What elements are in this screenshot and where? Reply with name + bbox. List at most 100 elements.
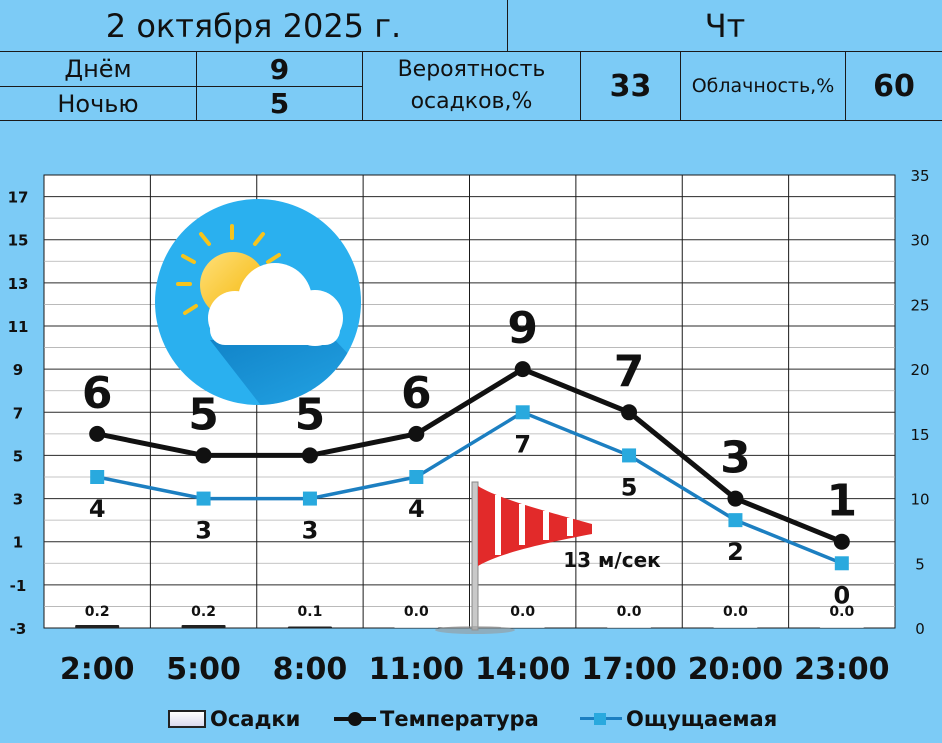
- y-left-tick-label: -1: [10, 577, 27, 595]
- y-left-tick-label: 17: [8, 189, 29, 207]
- precip-value-label: 0.0: [510, 604, 535, 620]
- precip-value-cell: 33: [580, 51, 681, 121]
- feels-like-value-label: 3: [195, 517, 212, 545]
- precip-value-label: 0.0: [404, 604, 429, 620]
- y-left-tick-label: 13: [8, 275, 29, 293]
- weather-chart: 17 15 13 11 9 7 5 3 1 -1 -3 35 30 25 20 15 10 5 0: [8, 167, 930, 687]
- precip-bar: [287, 626, 332, 628]
- date-text: 2 октября 2025 г.: [105, 6, 402, 45]
- cloud-value-cell: 60: [845, 51, 942, 121]
- feels-like-marker: [302, 491, 317, 506]
- windsock-icon: [435, 481, 592, 634]
- temperature-markers: [89, 361, 850, 550]
- y-left-tick-label: 1: [13, 534, 23, 552]
- feels-like-line: [96, 410, 843, 565]
- precip-label-line2: осадков,%: [410, 89, 533, 114]
- feels-like-marker: [622, 448, 637, 463]
- temperature-value-label: 6: [401, 368, 432, 419]
- legend-precip: Осадки: [168, 703, 300, 735]
- y-right-tick-label: 10: [910, 491, 929, 509]
- legend-feels-like-label: Ощущаемая: [626, 707, 778, 731]
- y-right-tick-label: 20: [910, 361, 929, 379]
- y-right-tick-label: 30: [910, 232, 929, 250]
- day-value: 9: [269, 52, 290, 86]
- feels-like-value-label: 7: [514, 430, 531, 458]
- x-axis-label: 20:00: [688, 652, 784, 687]
- y-left-tick-label: -3: [10, 620, 27, 638]
- temperature-value-label: 7: [614, 346, 645, 397]
- precip-bar: [819, 627, 864, 628]
- temperature-legend-icon: [334, 712, 376, 726]
- day-label-cell: Днём: [0, 51, 197, 87]
- y-right-tick-label: 35: [910, 167, 929, 185]
- precip-value-label: 0.2: [85, 604, 110, 620]
- feels-like-value-label: 4: [408, 495, 425, 523]
- temperature-marker: [514, 361, 531, 378]
- partly-cloudy-icon: [155, 199, 361, 405]
- precip-bar: [500, 627, 545, 628]
- x-axis-label: 11:00: [369, 652, 465, 687]
- temperature-labels: 6 5 5 6 9 7 3 1: [82, 303, 857, 527]
- legend-feels-like: Ощущаемая: [580, 703, 777, 735]
- precipitation-labels: 0.2 0.2 0.1 0.0 0.0 0.0 0.0 0.0: [85, 604, 855, 620]
- temperature-value-label: 6: [82, 368, 113, 419]
- night-label: Ночью: [57, 89, 139, 118]
- precipitation-bars: [75, 625, 864, 628]
- cloud-label: Облачность,%: [691, 75, 835, 97]
- night-label-cell: Ночью: [0, 86, 197, 121]
- temperature-value-label: 9: [507, 303, 538, 354]
- x-axis-label: 8:00: [273, 652, 348, 687]
- x-axis-label: 17:00: [581, 652, 677, 687]
- precip-bar: [181, 625, 226, 628]
- legend-precip-label: Осадки: [210, 707, 301, 731]
- feels-like-marker: [834, 556, 849, 571]
- right-axis-ticks: 35 30 25 20 15 10 5 0: [910, 167, 929, 638]
- precip-value-label: 0.0: [617, 604, 642, 620]
- y-left-tick-label: 7: [13, 404, 23, 422]
- temperature-marker: [727, 490, 744, 507]
- y-right-tick-label: 15: [910, 426, 929, 444]
- y-left-tick-label: 11: [8, 318, 29, 336]
- y-right-tick-label: 0: [915, 620, 925, 638]
- x-axis-label: 23:00: [794, 652, 890, 687]
- temperature-value-label: 5: [295, 389, 326, 440]
- precip-bar: [713, 627, 758, 628]
- precip-legend-icon: [168, 710, 206, 728]
- wind-label: 13 м/сек: [563, 548, 661, 572]
- feels-like-legend-icon: [580, 712, 622, 726]
- feels-like-value-label: 5: [621, 473, 638, 501]
- feels-like-value-label: 4: [89, 495, 106, 523]
- temperature-marker: [89, 425, 106, 442]
- legend: Осадки Температура Ощущаемая: [0, 703, 942, 735]
- temperature-marker: [301, 447, 318, 464]
- precip-value-label: 0.1: [298, 604, 323, 620]
- feels-like-marker: [515, 405, 530, 420]
- y-left-tick-label: 3: [13, 491, 23, 509]
- temperature-value-label: 3: [720, 433, 751, 484]
- feels-like-marker: [728, 513, 743, 528]
- feels-like-markers: [90, 405, 849, 571]
- x-axis-labels: 2:00 5:00 8:00 11:00 14:00 17:00 20:00 23:00: [60, 652, 890, 687]
- precip-bar: [75, 625, 120, 628]
- feels-like-marker: [196, 491, 211, 506]
- temperature-marker: [408, 425, 425, 442]
- y-right-tick-label: 25: [910, 296, 929, 314]
- feels-like-labels: 4 3 3 4 7 5 2 0: [89, 430, 850, 609]
- precip-value-label: 0.0: [723, 604, 748, 620]
- temperature-marker: [833, 533, 850, 550]
- y-left-tick-label: 5: [13, 447, 23, 465]
- feels-like-marker: [90, 470, 105, 484]
- feels-like-value-label: 0: [833, 581, 850, 609]
- temperature-marker: [195, 447, 212, 464]
- night-value: 5: [269, 87, 290, 120]
- precip-label-line1: Вероятность: [397, 57, 546, 82]
- precip-bar: [394, 627, 439, 628]
- temperature-marker: [621, 404, 638, 421]
- legend-temperature-label: Температура: [380, 707, 539, 731]
- x-axis-label: 2:00: [60, 652, 135, 687]
- x-axis-label: 5:00: [166, 652, 241, 687]
- precip-value-label: 0.2: [191, 604, 216, 620]
- feels-like-marker: [409, 470, 424, 484]
- temperature-value-label: 5: [188, 389, 219, 440]
- y-right-tick-label: 5: [915, 555, 925, 573]
